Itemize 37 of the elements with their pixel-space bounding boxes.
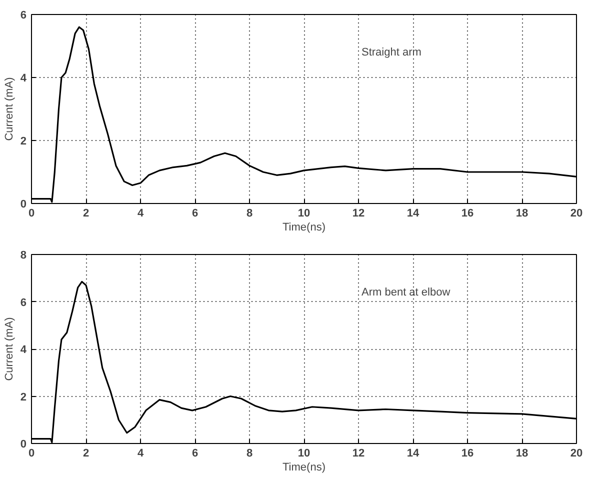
x-axis-title: Time(ns) <box>282 222 326 234</box>
x-tick-label: 6 <box>192 448 198 460</box>
y-tick-label: 0 <box>20 438 27 450</box>
x-axis-title: Time(ns) <box>282 462 326 474</box>
x-tick-label: 18 <box>516 448 528 460</box>
x-tick-label: 0 <box>28 208 35 220</box>
x-tick-label: 12 <box>352 208 365 220</box>
x-tick-label: 12 <box>352 448 365 460</box>
x-tick-label: 10 <box>298 208 310 220</box>
x-tick-label: 10 <box>298 448 310 460</box>
x-tick-label: 14 <box>406 448 420 460</box>
x-tick-label: 8 <box>246 208 253 220</box>
x-tick-label: 20 <box>570 208 583 220</box>
x-tick-label: 16 <box>461 448 474 460</box>
annotation: Arm bent at elbow <box>362 286 450 298</box>
x-tick-label: 14 <box>406 208 420 220</box>
x-tick-label: 2 <box>82 208 90 220</box>
x-tick-label: 4 <box>137 448 144 460</box>
y-tick-label: 0 <box>20 198 27 210</box>
x-tick-label: 8 <box>246 448 253 460</box>
x-tick-label: 18 <box>516 208 528 220</box>
y-axis-title: Current (mA) <box>3 317 16 381</box>
y-tick-label: 2 <box>20 136 27 148</box>
y-tick-label: 2 <box>20 391 27 404</box>
y-tick-label: 4 <box>20 344 28 356</box>
x-tick-label: 0 <box>28 448 35 460</box>
y-tick-label: 6 <box>20 10 27 22</box>
y-axis-title: Current (mA) <box>3 77 16 141</box>
x-tick-label: 16 <box>461 208 474 220</box>
x-tick-label: 20 <box>570 448 583 460</box>
y-tick-label: 6 <box>20 296 27 309</box>
x-tick-label: 2 <box>82 448 90 460</box>
y-tick-label: 8 <box>20 250 27 262</box>
x-tick-label: 6 <box>192 208 198 220</box>
y-tick-label: 4 <box>20 72 28 84</box>
x-tick-label: 4 <box>137 208 144 220</box>
annotation: Straight arm <box>362 46 422 58</box>
